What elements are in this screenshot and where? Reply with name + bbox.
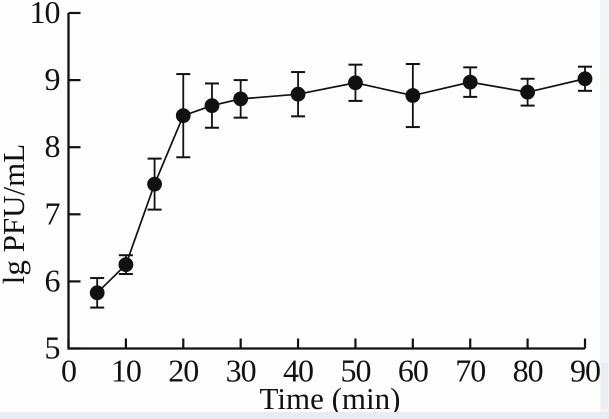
x-tick-label: 0	[61, 353, 76, 389]
x-tick-label: 10	[111, 353, 141, 389]
x-tick-label: 80	[513, 353, 543, 389]
x-tick-label: 20	[168, 353, 198, 389]
data-point	[147, 176, 162, 192]
y-tick-label: 9	[45, 61, 60, 97]
data-point	[204, 98, 220, 113]
page-bottom-strip	[0, 412, 609, 419]
data-point	[233, 91, 249, 107]
y-tick-label: 5	[45, 330, 60, 366]
x-axis-title: Time (min)	[260, 381, 401, 416]
tick-marks	[67, 11, 587, 350]
x-tick-label: 70	[455, 353, 485, 389]
data-point	[348, 75, 363, 91]
data-point	[118, 257, 134, 273]
data-point	[89, 285, 105, 301]
x-tick-label: 60	[398, 353, 428, 389]
tick-labels: 5 6 7 8 9 10 0 10 20 30 40 50 60 70 80 90	[30, 0, 602, 389]
y-tick-label: 10	[30, 0, 60, 30]
watermark-artifact	[601, 363, 608, 409]
y-tick-label: 7	[45, 195, 61, 231]
x-tick-label: 50	[340, 353, 370, 389]
x-tick-label: 40	[283, 353, 313, 389]
axes	[67, 13, 585, 350]
data-point	[290, 86, 306, 102]
x-tick-label: 30	[226, 353, 256, 389]
data-point-markers	[89, 71, 593, 301]
series-line	[96, 77, 586, 294]
data-point	[520, 84, 536, 100]
error-bars	[90, 62, 592, 309]
y-axis-title: lg PFU/mL	[0, 144, 31, 284]
right-edge-strip	[600, 0, 609, 419]
data-point	[462, 74, 478, 90]
data-point	[577, 71, 593, 87]
y-tick-label: 6	[45, 262, 61, 298]
data-point	[175, 108, 191, 124]
y-tick-label: 8	[45, 128, 60, 164]
data-point	[405, 88, 421, 103]
x-tick-label: 90	[570, 353, 600, 389]
